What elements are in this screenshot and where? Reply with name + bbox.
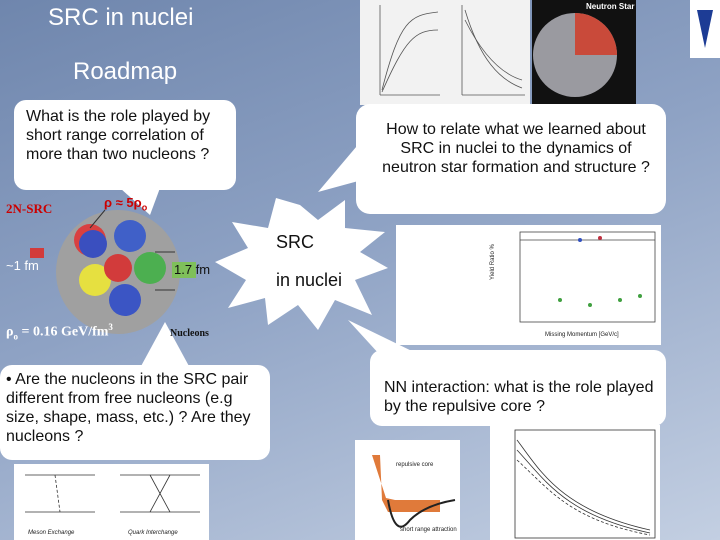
yield-points xyxy=(558,236,642,307)
starburst xyxy=(215,198,388,330)
bubble xyxy=(356,104,666,214)
figure-label: Neutron Star xyxy=(586,2,635,11)
src-marker xyxy=(30,248,44,258)
subscript: o xyxy=(13,331,19,342)
figure-label: short range attraction xyxy=(400,527,457,533)
figure-label: Missing Momentum [GeV/c] xyxy=(545,332,619,338)
exchange-diagrams xyxy=(14,464,209,540)
symbol: ρ xyxy=(6,324,14,340)
eos-plot xyxy=(360,0,530,105)
slide-subtitle: Roadmap xyxy=(73,58,178,85)
superscript: 3 xyxy=(108,322,113,332)
bubble xyxy=(0,365,270,460)
pointer xyxy=(89,209,106,229)
normal-density: ρo = 0.16 GeV/fm3 xyxy=(6,322,113,341)
bubble xyxy=(370,350,666,426)
logo-mark xyxy=(697,10,713,48)
bubble-text: NN interaction: what is the role played … xyxy=(384,379,654,415)
bubble-tail xyxy=(120,188,160,215)
figure-label: Meson Exchange xyxy=(28,530,75,536)
bubble-tail xyxy=(140,322,190,368)
text: = 0.16 GeV/fm xyxy=(18,324,109,340)
density-curves xyxy=(514,429,656,539)
nucleon xyxy=(134,252,166,284)
nucleon xyxy=(104,254,132,282)
center-text: SRC xyxy=(276,232,315,252)
bubble-tail xyxy=(348,320,420,355)
density-plot xyxy=(490,425,660,540)
bubble-tail xyxy=(318,140,362,192)
bubble-text: • Are the nucleons in the SRC pair diffe… xyxy=(6,371,251,445)
feynman-lines xyxy=(25,474,200,513)
nucleon xyxy=(79,230,107,258)
distance-label: ~1 fm xyxy=(6,258,39,273)
neutron-star-core xyxy=(575,13,617,55)
subscript: o xyxy=(141,202,148,213)
figure-label: Quark Interchange xyxy=(128,530,178,536)
figure-label: repulsive core xyxy=(396,462,434,468)
bubble-text: How to relate what we learned about SRC … xyxy=(382,121,650,176)
eos-curves xyxy=(379,5,525,96)
bubble-text: What is the role played by short range c… xyxy=(26,108,211,163)
yield-plot xyxy=(396,225,661,345)
nucleon xyxy=(114,220,146,252)
text: ≈ 5ρ xyxy=(112,195,142,210)
figure-label: Yield Ratio % xyxy=(490,244,496,280)
nucleon xyxy=(109,284,141,316)
label-bg xyxy=(172,262,196,278)
nucleon xyxy=(79,264,111,296)
center-text: in nuclei xyxy=(276,270,343,290)
potential-plot xyxy=(355,440,460,540)
distance-label: 1.7 fm xyxy=(174,262,211,277)
bubble xyxy=(14,100,236,190)
density-label: ρ ≈ 5ρo xyxy=(104,195,147,213)
potential-curve xyxy=(387,499,456,528)
pair-label: 2N-SRC xyxy=(6,201,53,216)
slide-title: SRC in nuclei xyxy=(48,4,194,31)
symbol: ρ xyxy=(104,195,113,210)
yield-axes xyxy=(519,231,656,323)
nucleons-label: Nucleons xyxy=(170,328,209,339)
